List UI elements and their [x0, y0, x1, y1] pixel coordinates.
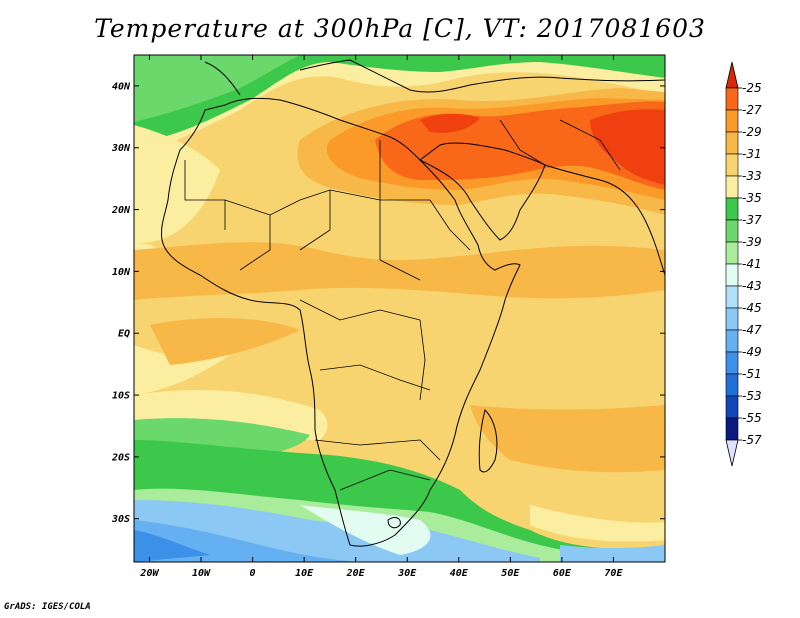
- map-frame: [133, 54, 666, 563]
- colorbar-label: -43: [742, 279, 762, 293]
- lon-tick-label: 50E: [501, 568, 520, 579]
- credit-label: GrADS: IGES/COLA: [4, 602, 91, 612]
- colorbar-swatch: [725, 307, 739, 331]
- colorbar-label: -31: [742, 147, 762, 161]
- colorbar-label: -55: [742, 411, 762, 425]
- lat-tick-label: 30N: [111, 143, 131, 154]
- colorbar-label: -39: [742, 235, 762, 249]
- colorbar-swatch: [725, 87, 739, 111]
- colorbar-label: -25: [742, 81, 762, 95]
- temperature-field: [134, 55, 665, 562]
- colorbar-swatch: [725, 329, 739, 353]
- lat-tick-label: 20S: [111, 452, 130, 463]
- colorbar-label: -49: [742, 345, 762, 359]
- colorbar-swatch: [725, 263, 739, 287]
- lon-tick-label: 20W: [139, 568, 159, 579]
- colorbar-swatch: [725, 373, 739, 397]
- longitude-axis: 20W 10W 0 10E 20E 30E 40E 50E 60E 70E: [139, 55, 623, 579]
- colorbar-label: -53: [742, 389, 762, 403]
- colorbar-swatch: [725, 219, 739, 243]
- lon-tick-label: 30E: [397, 568, 417, 579]
- colorbar-label: -35: [742, 191, 762, 205]
- color-legend: -25 -27 -29 -31 -33 -35 -37 -39 -41 -43 -45 -47 -49 -…: [725, 61, 762, 467]
- lat-tick-label: 30S: [111, 514, 130, 525]
- colorbar-label: -37: [742, 213, 762, 227]
- lat-tick-label: EQ: [118, 329, 130, 340]
- lat-tick-label: 10S: [112, 391, 130, 402]
- colorbar-label: -47: [742, 323, 762, 337]
- lon-tick-label: 10W: [192, 568, 211, 579]
- country-borders: [184, 119, 621, 491]
- lat-tick-label: 20N: [111, 205, 131, 216]
- colorbar-label: -29: [742, 125, 762, 139]
- latitude-axis: 40N 30N 20N 10N EQ 10S 20S 30S: [111, 81, 665, 525]
- colorbar-label: -51: [742, 367, 762, 381]
- map-title: Temperature at 300hPa [C], VT: 201708160…: [94, 14, 706, 43]
- colorbar-swatch: [725, 241, 739, 265]
- lat-tick-label: 40N: [112, 81, 131, 92]
- colorbar-swatch: [725, 175, 739, 199]
- colorbar-label: -27: [742, 103, 762, 117]
- lon-tick-label: 20E: [346, 568, 366, 579]
- lon-tick-label: 0: [250, 568, 256, 579]
- lon-tick-label: 40E: [450, 568, 469, 579]
- lon-tick-label: 60E: [553, 568, 572, 579]
- colorbar-swatch: [725, 131, 739, 155]
- colorbar-swatch: [725, 417, 739, 441]
- lon-tick-label: 10E: [295, 568, 314, 579]
- colorbar-bottom-cap: [725, 439, 739, 467]
- coastlines: [161, 59, 665, 547]
- colorbar-swatch: [725, 109, 739, 133]
- colorbar-top-cap: [725, 61, 739, 89]
- colorbar-swatch: [725, 153, 739, 177]
- lat-tick-label: 10N: [112, 267, 131, 278]
- colorbar-swatch: [725, 197, 739, 221]
- colorbar-swatch: [725, 395, 739, 419]
- colorbar-label: -41: [742, 257, 762, 271]
- colorbar-swatch: [725, 285, 739, 309]
- colorbar-label: -57: [742, 433, 762, 447]
- colorbar-label: -33: [742, 169, 762, 183]
- lon-tick-label: 70E: [604, 568, 623, 579]
- colorbar-label: -45: [742, 301, 762, 315]
- colorbar-swatch: [725, 351, 739, 375]
